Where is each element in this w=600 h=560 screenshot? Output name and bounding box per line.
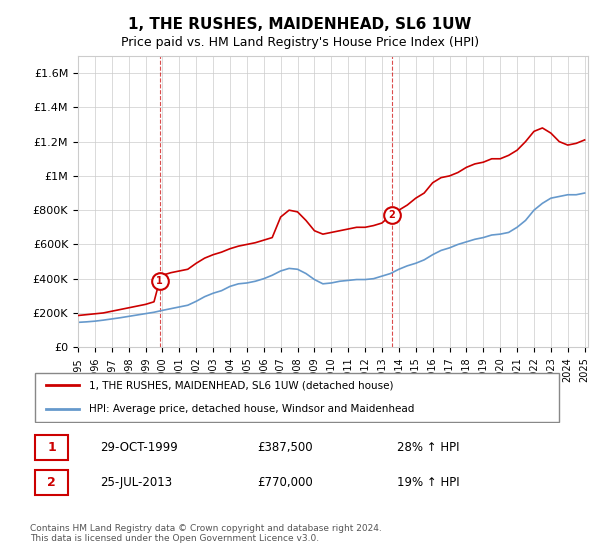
Text: Contains HM Land Registry data © Crown copyright and database right 2024.
This d: Contains HM Land Registry data © Crown c…	[30, 524, 382, 543]
Text: 1, THE RUSHES, MAIDENHEAD, SL6 1UW: 1, THE RUSHES, MAIDENHEAD, SL6 1UW	[128, 17, 472, 32]
Text: HPI: Average price, detached house, Windsor and Maidenhead: HPI: Average price, detached house, Wind…	[89, 404, 415, 414]
Text: Price paid vs. HM Land Registry's House Price Index (HPI): Price paid vs. HM Land Registry's House …	[121, 36, 479, 49]
Text: 28% ↑ HPI: 28% ↑ HPI	[397, 441, 460, 454]
Text: 1, THE RUSHES, MAIDENHEAD, SL6 1UW (detached house): 1, THE RUSHES, MAIDENHEAD, SL6 1UW (deta…	[89, 380, 394, 390]
Text: 1: 1	[47, 441, 56, 454]
Text: 2: 2	[47, 476, 56, 489]
Text: 29-OCT-1999: 29-OCT-1999	[100, 441, 178, 454]
FancyBboxPatch shape	[35, 470, 68, 495]
Text: 2: 2	[388, 211, 395, 220]
Text: 19% ↑ HPI: 19% ↑ HPI	[397, 476, 460, 489]
FancyBboxPatch shape	[35, 374, 559, 422]
Text: 25-JUL-2013: 25-JUL-2013	[100, 476, 172, 489]
FancyBboxPatch shape	[35, 435, 68, 460]
Text: £387,500: £387,500	[257, 441, 313, 454]
Text: £770,000: £770,000	[257, 476, 313, 489]
Text: 1: 1	[156, 276, 163, 286]
